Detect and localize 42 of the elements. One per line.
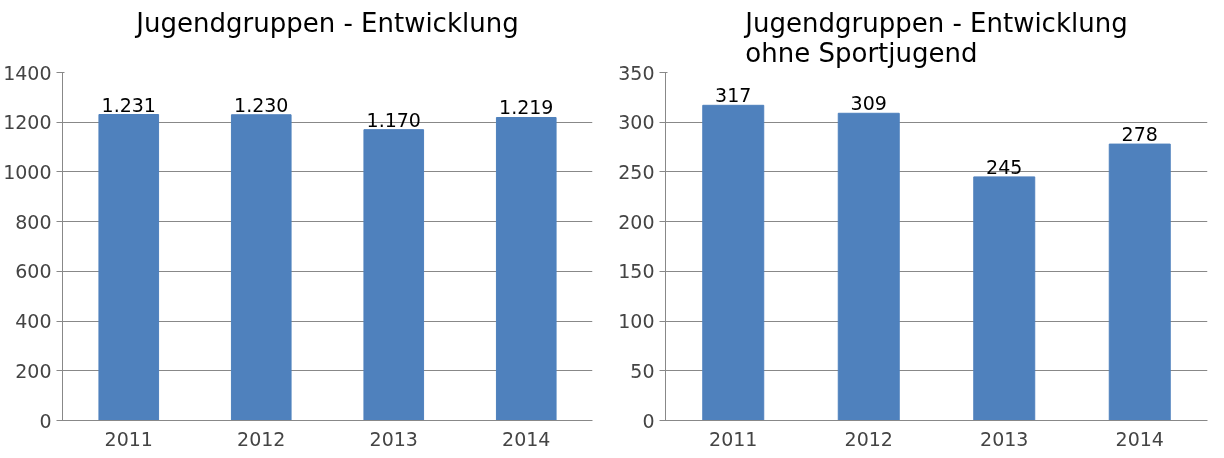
chart-title: Jugendgruppen - Entwicklung — [134, 7, 519, 38]
bar — [495, 116, 557, 421]
chart-title: Jugendgruppen - Entwicklung ohne Sportjugend — [743, 7, 1128, 68]
y-tick-label: 50 — [630, 359, 655, 382]
data-label: 278 — [1121, 123, 1158, 146]
x-tick-label: 2012 — [237, 427, 286, 450]
y-tick-label: 1000 — [3, 160, 52, 183]
bar — [98, 114, 160, 421]
bar — [973, 176, 1036, 421]
y-tick-label: 0 — [39, 409, 52, 432]
y-tick-label: 800 — [15, 210, 52, 233]
y-tick-label: 250 — [618, 160, 655, 183]
x-tick-label: 2011 — [104, 427, 153, 450]
y-tick-label: 150 — [618, 260, 655, 283]
bar — [363, 129, 425, 421]
data-label: 1.170 — [366, 108, 421, 131]
y-tick-label: 300 — [618, 111, 655, 134]
x-tick-label: 2011 — [709, 427, 758, 450]
x-tick-label: 2014 — [502, 427, 551, 450]
bar — [837, 112, 900, 421]
y-tick-label: 0 — [642, 409, 655, 432]
y-tick-label: 350 — [618, 61, 655, 84]
bar — [230, 114, 292, 421]
y-tick-label: 600 — [15, 260, 52, 283]
x-tick-label: 2012 — [844, 427, 893, 450]
y-tick-label: 200 — [618, 210, 655, 233]
x-tick-label: 2013 — [980, 427, 1029, 450]
data-label: 1.230 — [234, 93, 289, 116]
y-tick-label: 100 — [618, 310, 655, 333]
y-tick-label: 400 — [15, 310, 52, 333]
x-tick-label: 2014 — [1115, 427, 1164, 450]
data-label: 245 — [986, 155, 1023, 178]
data-label: 317 — [715, 84, 752, 107]
data-label: 309 — [850, 92, 887, 115]
data-label: 1.231 — [101, 93, 156, 116]
bar — [1108, 143, 1171, 421]
bar — [702, 104, 765, 421]
y-tick-label: 200 — [15, 359, 52, 382]
data-label: 1.219 — [499, 96, 554, 119]
y-tick-label: 1200 — [3, 111, 52, 134]
y-tick-label: 1400 — [3, 61, 52, 84]
x-tick-label: 2013 — [369, 427, 418, 450]
